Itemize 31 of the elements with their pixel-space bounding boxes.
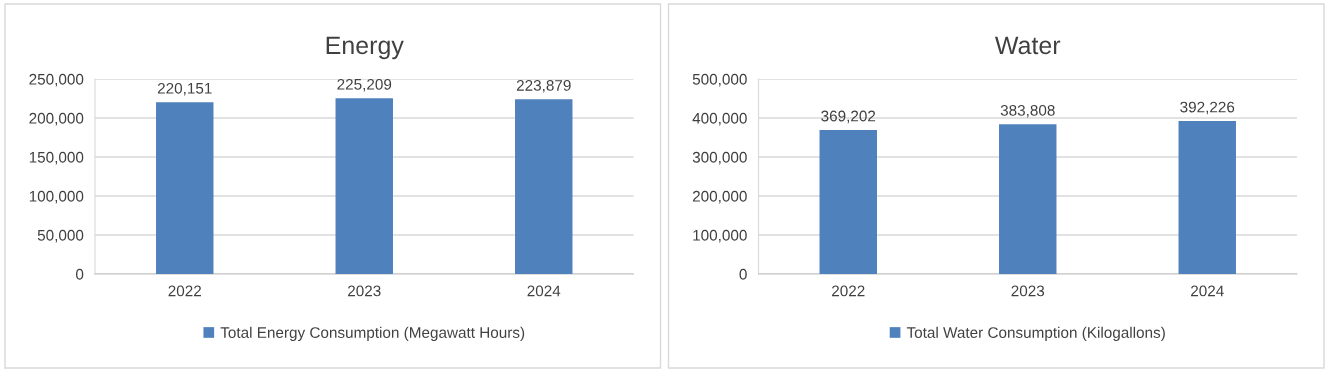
y-tick-label: 0 xyxy=(75,268,84,280)
y-tick-label: 500,000 xyxy=(692,73,747,87)
x-tick-label: 2024 xyxy=(527,285,561,297)
y-tick-label: 300,000 xyxy=(692,151,747,165)
y-tick-label: 50,000 xyxy=(37,229,84,243)
y-tick-label: 100,000 xyxy=(693,229,747,243)
y-tick-label: 400,000 xyxy=(692,112,747,126)
y-tick-label: 250,000 xyxy=(29,73,84,87)
data-label: 223,879 xyxy=(516,79,571,93)
data-label: 383,808 xyxy=(1000,104,1055,118)
y-tick-label: 200,000 xyxy=(29,112,84,126)
y-tick-label: 200,000 xyxy=(692,190,747,204)
y-tick-label: 0 xyxy=(739,268,747,280)
y-tick-label: 100,000 xyxy=(29,190,84,204)
x-tick-label: 2022 xyxy=(168,285,201,297)
y-tick-label: 150,000 xyxy=(29,151,84,165)
x-tick-label: 2022 xyxy=(832,285,865,297)
legend-label: Total Water Consumption (Kilogallons) xyxy=(906,326,1165,341)
legend-label: Total Energy Consumption (Megawatt Hours) xyxy=(220,326,525,341)
x-tick-label: 2023 xyxy=(1011,285,1045,297)
bar xyxy=(999,124,1057,274)
data-label: 220,151 xyxy=(157,82,212,96)
x-tick-label: 2024 xyxy=(1191,285,1224,297)
data-label: 392,226 xyxy=(1180,101,1235,115)
data-label: 225,209 xyxy=(337,78,392,92)
bar xyxy=(819,130,877,274)
bar xyxy=(1178,121,1236,274)
data-label: 369,202 xyxy=(821,110,876,124)
chart-title: Energy xyxy=(326,36,404,60)
x-tick-label: 2023 xyxy=(348,285,381,297)
chart-title: Water xyxy=(994,36,1061,55)
